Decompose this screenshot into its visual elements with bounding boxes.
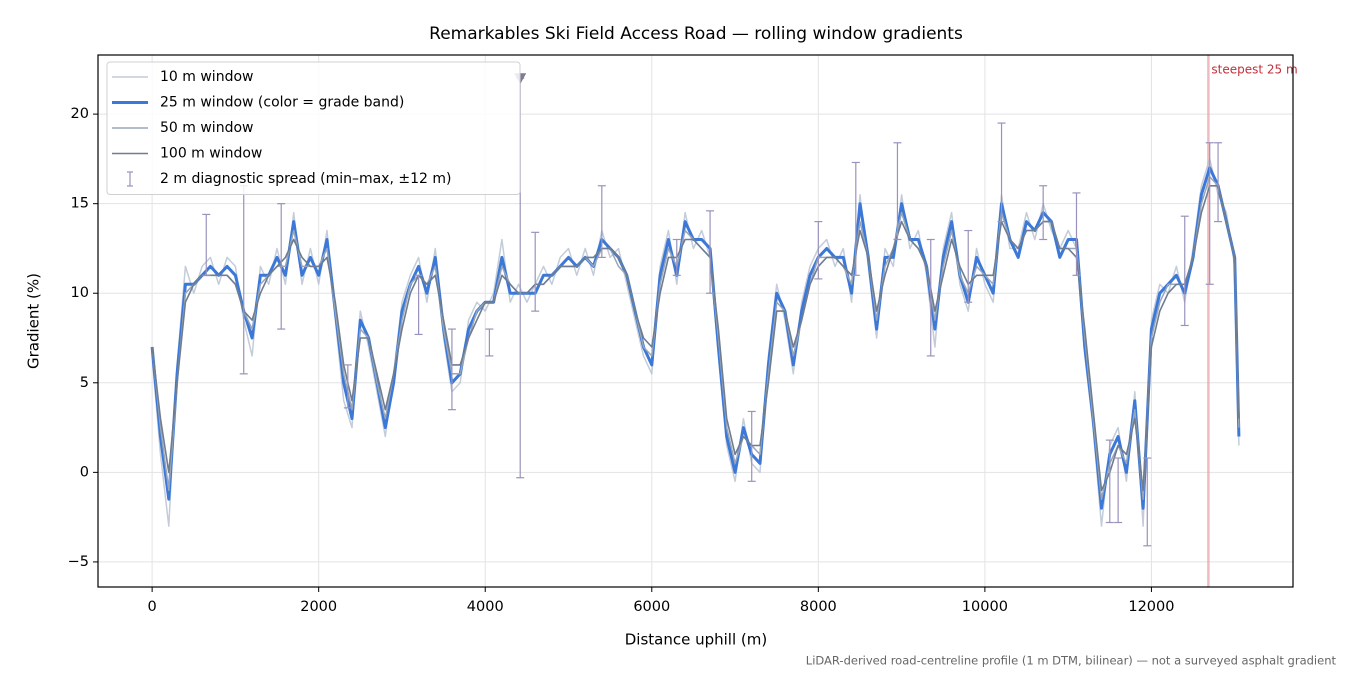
chart-title: Remarkables Ski Field Access Road — roll… <box>429 24 963 44</box>
y-tick-label: 0 <box>80 464 89 480</box>
y-tick-label: −5 <box>68 554 89 570</box>
y-axis-label: Gradient (%) <box>25 273 43 369</box>
legend-label: 25 m window (color = grade band) <box>160 95 404 111</box>
legend-label: 2 m diagnostic spread (min–max, ±12 m) <box>160 171 451 187</box>
y-tick-label: 10 <box>71 285 89 301</box>
legend-label: 50 m window <box>160 120 253 136</box>
series-line <box>151 185 1240 492</box>
x-tick-label: 2000 <box>300 599 337 615</box>
plot-frame <box>97 54 1294 588</box>
x-tick-label: 4000 <box>467 599 504 615</box>
y-tick-label: 20 <box>71 106 89 122</box>
x-tick-label: 6000 <box>633 599 670 615</box>
x-tick-label: 12000 <box>1128 599 1174 615</box>
plot-area <box>150 55 1241 587</box>
annotation-label: steepest 25 m <box>1211 63 1297 77</box>
x-tick-label: 0 <box>148 599 157 615</box>
y-tick-label: 5 <box>80 375 89 391</box>
legend-label: 10 m window <box>160 69 253 85</box>
x-axis-label: Distance uphill (m) <box>625 631 767 649</box>
y-tick-label: 15 <box>71 196 89 212</box>
x-tick-label: 8000 <box>800 599 837 615</box>
legend-label: 100 m window <box>160 146 262 162</box>
legend-box <box>106 61 521 195</box>
footnote: LiDAR-derived road-centreline profile (1… <box>806 654 1337 668</box>
x-tick-label: 10000 <box>962 599 1008 615</box>
